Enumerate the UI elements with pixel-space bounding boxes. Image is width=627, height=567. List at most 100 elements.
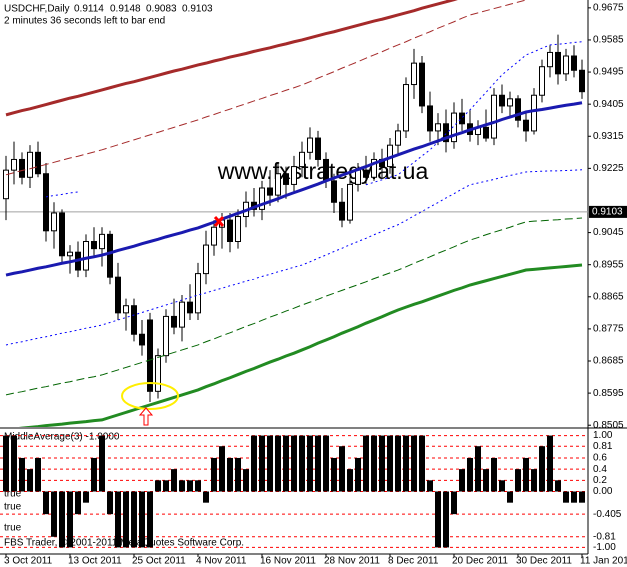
candle-body [347,183,353,221]
histogram-bar [67,491,73,548]
y-tick-label: 0.8505 [593,420,624,431]
x-tick-label: 30 Dec 2011 [516,556,572,567]
histogram-bar [43,491,49,515]
candle-body [115,276,121,314]
histogram-bar [379,435,385,492]
candle-body [499,94,505,107]
y-tick-label: -0.81 [593,531,616,542]
y-tick-label: 0.6 [593,453,607,464]
histogram-bar [11,435,17,492]
candle-body [139,333,145,346]
candle-body [51,212,57,232]
header-open: 0.9114 [74,4,104,15]
y-tick-label: 0.4 [593,464,607,475]
header-high: 0.9148 [110,4,141,15]
candle-body [123,305,129,314]
histogram-bar [123,491,129,548]
candle-body [419,62,425,107]
x-tick-label: 20 Dec 2011 [452,556,508,567]
histogram-bar [531,469,537,492]
candle-body [19,158,25,178]
histogram-bar [187,480,193,492]
candle-body [107,233,113,278]
indicator-line [45,41,583,198]
histogram-bar [467,457,473,492]
annotation: true [4,502,22,513]
histogram-bar [219,446,225,492]
histogram-bar [91,457,97,492]
candle-body [507,98,513,107]
histogram-bar [243,469,249,492]
candle-body [555,51,561,75]
candle-body [83,241,89,271]
candle-body [355,169,361,185]
candle-body [435,123,441,132]
x-tick-label: 28 Nov 2011 [324,556,380,567]
candle-body [211,226,217,246]
candle-body [227,219,233,243]
histogram-bar [563,491,569,503]
histogram-bar [51,491,57,537]
candle-body [403,84,409,132]
watermark: www.fxstrategy.at.ua [217,158,429,184]
histogram-bar [363,435,369,492]
histogram-bar [355,457,361,492]
histogram-bar [211,457,217,492]
y-tick-label: 0.9315 [593,131,624,142]
histogram-bar [427,480,433,492]
candle-body [571,55,577,71]
histogram-bar [499,480,505,492]
candle-body [275,173,281,196]
histogram-bar [267,435,273,492]
candle-body [179,301,185,328]
candle-body [339,201,345,221]
histogram-bar [75,491,81,515]
y-tick-label: 0.00 [593,486,613,497]
y-tick-label: 0.8775 [593,324,624,335]
candle-body [411,62,417,86]
x-tick-label: 8 Dec 2011 [388,556,439,567]
histogram-bar [579,491,585,503]
candle-body [99,233,105,250]
histogram-bar [227,457,233,492]
candle-body [187,301,193,314]
histogram-bar [155,480,161,492]
y-tick-label: 1.00 [593,430,613,441]
histogram-bar [387,435,393,492]
histogram-bar [507,491,513,503]
histogram-bar [555,480,561,492]
histogram-bar [483,469,489,492]
histogram-bar [539,446,545,492]
chart-title: USDCHF,Daily [4,4,70,15]
candle-body [427,105,433,132]
y-tick-label: -1.00 [593,542,616,553]
histogram-bar [315,435,321,492]
candle-body [91,241,97,250]
candle-body [11,158,17,171]
histogram-bar [131,491,137,548]
histogram-bar [419,435,425,492]
candle-body [547,51,553,68]
last-price-label: 0.9103 [592,207,623,218]
candle-body [491,94,497,139]
candle-body [315,137,321,160]
x-tick-label: 11 Jan 2012 [580,556,627,567]
candle-body [299,151,305,168]
y-tick-label: 0.81 [593,441,613,452]
histogram-bar [395,435,401,492]
header-close: 0.9103 [182,4,213,15]
histogram-bar [235,457,241,492]
indicator-line [5,101,583,277]
candle-body [267,187,273,196]
y-tick-label: -0.405 [593,509,622,520]
candle-body [451,112,457,143]
histogram-bar [115,491,121,548]
annotation: true [4,489,22,500]
candle-body [523,119,529,132]
histogram-bar [475,446,481,492]
histogram-bar [435,491,441,548]
candle-body [155,355,161,392]
indicator-line [5,217,583,396]
